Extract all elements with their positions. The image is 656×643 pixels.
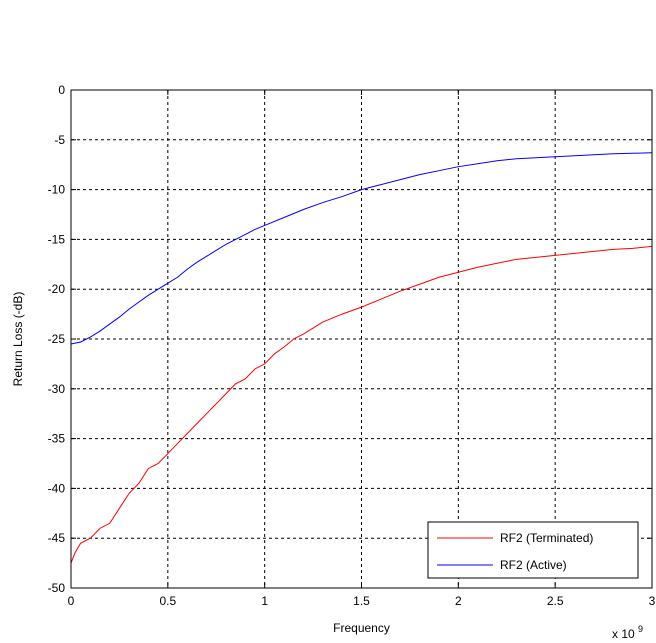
x-tick-label: 2 bbox=[455, 594, 462, 608]
x-tick-label: 0 bbox=[68, 594, 75, 608]
y-tick-label: -45 bbox=[48, 531, 66, 545]
x-tick-label: 1.5 bbox=[353, 594, 370, 608]
y-axis-label: Return Loss (-dB) bbox=[11, 292, 25, 387]
x-multiplier-base: x 10 bbox=[612, 627, 635, 641]
series-line-terminated bbox=[70, 245, 653, 564]
series-layer bbox=[70, 152, 653, 564]
y-tick-label: -10 bbox=[48, 183, 66, 197]
y-tick-label: -30 bbox=[48, 382, 66, 396]
x-tick-label: 2.5 bbox=[547, 594, 564, 608]
y-tick-label: 0 bbox=[58, 83, 65, 97]
x-axis-multiplier: x 10 9 bbox=[612, 624, 643, 641]
x-axis-label: Frequency bbox=[333, 621, 390, 635]
y-tick-label: -20 bbox=[48, 282, 66, 296]
y-tick-label: -15 bbox=[48, 232, 66, 246]
legend-label-terminated: RF2 (Terminated) bbox=[500, 531, 593, 545]
y-tick-label: -40 bbox=[48, 481, 66, 495]
legend-box bbox=[427, 521, 639, 579]
x-multiplier-exponent: 9 bbox=[638, 624, 643, 634]
legend-label-active: RF2 (Active) bbox=[500, 558, 567, 572]
y-tick-label: -50 bbox=[48, 581, 66, 595]
series-line-active bbox=[70, 152, 653, 345]
x-tick-label: 1 bbox=[261, 594, 268, 608]
x-tick-label: 3 bbox=[649, 594, 656, 608]
legend: RF2 (Terminated) RF2 (Active) bbox=[427, 521, 639, 579]
tick-layer: 0 0.5 1 1.5 2 2.5 3 0 -5 -10 -15 -20 -25 -30 -35 -40 -45… bbox=[48, 83, 656, 608]
y-tick-label: -35 bbox=[48, 432, 66, 446]
grid-layer bbox=[71, 90, 652, 588]
y-tick-label: -5 bbox=[54, 133, 65, 147]
x-tick-label: 0.5 bbox=[159, 594, 176, 608]
y-tick-label: -25 bbox=[48, 332, 66, 346]
